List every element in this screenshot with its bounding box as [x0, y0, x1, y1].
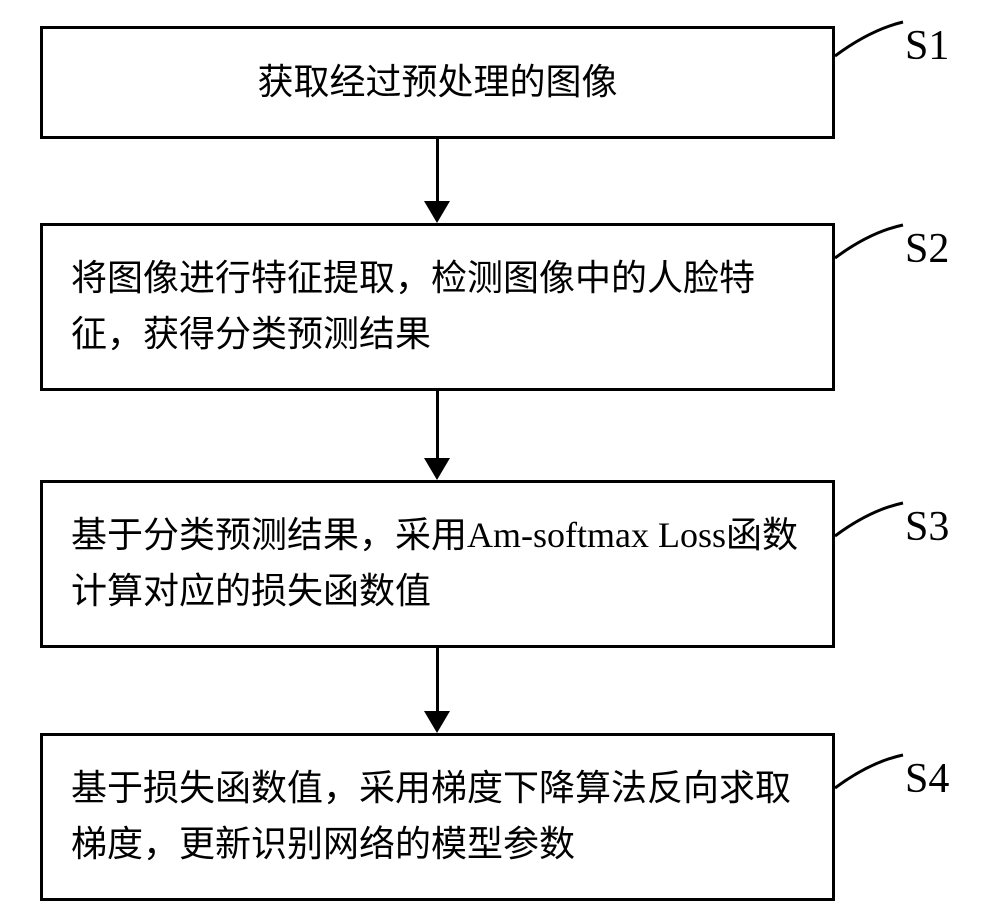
- arrow-a2: [417, 391, 457, 480]
- arrow-head-icon: [424, 458, 450, 480]
- arrow-a3: [417, 648, 457, 733]
- flowchart-canvas: 获取经过预处理的图像S1将图像进行特征提取，检测图像中的人脸特征，获得分类预测结…: [0, 0, 1000, 913]
- arrow-shaft: [436, 391, 439, 458]
- arrow-head-icon: [424, 711, 450, 733]
- arrow-a1: [417, 139, 457, 223]
- arrow-shaft: [436, 648, 439, 711]
- arrow-head-icon: [424, 201, 450, 223]
- arrow-shaft: [436, 139, 439, 201]
- leader-curve-s4: [0, 0, 1000, 913]
